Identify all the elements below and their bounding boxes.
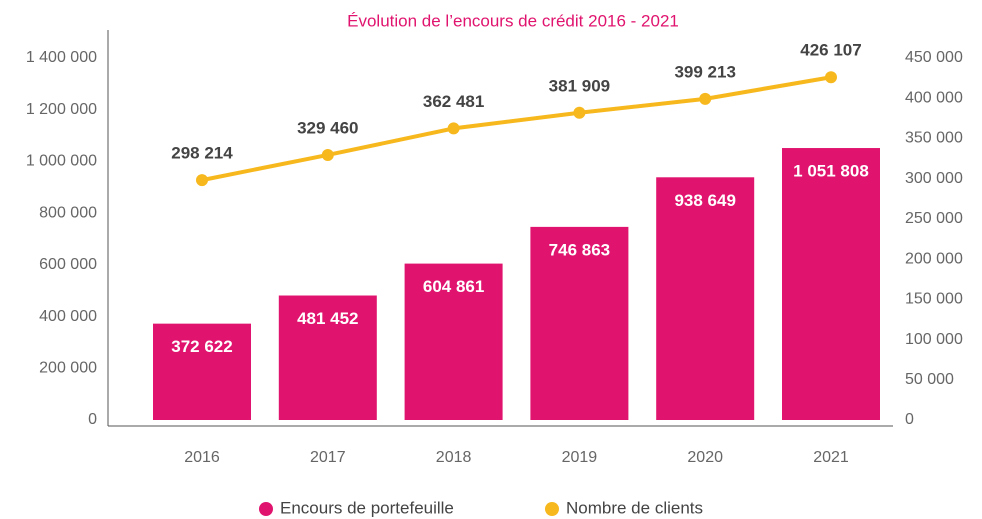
y2-tick-label: 350 000 bbox=[905, 130, 963, 147]
bar-label: 372 622 bbox=[171, 337, 232, 356]
line-label: 381 909 bbox=[549, 76, 610, 95]
x-tick-label: 2016 bbox=[184, 449, 220, 466]
y2-tick-label: 250 000 bbox=[905, 210, 963, 227]
y2-tick-label: 50 000 bbox=[905, 371, 954, 388]
bar-label: 938 649 bbox=[674, 191, 735, 210]
y2-tick-label: 100 000 bbox=[905, 331, 963, 348]
x-tick-label: 2020 bbox=[687, 449, 723, 466]
y-tick-label: 0 bbox=[88, 411, 97, 428]
x-tick-label: 2021 bbox=[813, 449, 849, 466]
line-point bbox=[321, 148, 334, 161]
line-label: 426 107 bbox=[800, 41, 861, 60]
line-label: 362 481 bbox=[423, 92, 484, 111]
y-tick-label: 200 000 bbox=[39, 360, 97, 377]
y-tick-label: 1 000 000 bbox=[26, 153, 97, 170]
line-label: 298 214 bbox=[171, 144, 233, 163]
bar-label: 1 051 808 bbox=[793, 162, 869, 181]
bar bbox=[656, 177, 755, 420]
line bbox=[201, 75, 832, 183]
line-label: 329 460 bbox=[297, 118, 358, 137]
y2-tick-label: 450 000 bbox=[905, 49, 963, 66]
y2-tick-label: 400 000 bbox=[905, 89, 963, 106]
line-label: 399 213 bbox=[674, 62, 735, 81]
line-point bbox=[196, 174, 208, 187]
y2-tick-label: 300 000 bbox=[905, 170, 963, 187]
x-tick-label: 2018 bbox=[436, 449, 472, 466]
legend-label: Nombre de clients bbox=[566, 498, 703, 517]
chart-title: Évolution de l’encours de crédit 2016 - … bbox=[347, 11, 679, 30]
y-tick-label: 1 200 000 bbox=[26, 101, 97, 118]
y-tick-label: 400 000 bbox=[39, 308, 97, 325]
bar-label: 746 863 bbox=[549, 240, 610, 259]
y-tick-label: 800 000 bbox=[39, 204, 97, 221]
bar-label: 481 452 bbox=[297, 309, 358, 328]
x-tick-label: 2019 bbox=[562, 449, 598, 466]
x-tick-label: 2017 bbox=[310, 449, 346, 466]
bar bbox=[278, 295, 377, 420]
bar bbox=[782, 148, 880, 420]
y2-tick-label: 150 000 bbox=[905, 291, 963, 308]
bar-label: 604 861 bbox=[423, 277, 484, 296]
line-point bbox=[573, 106, 586, 119]
line-point bbox=[825, 71, 837, 84]
line-point bbox=[447, 122, 460, 135]
bar bbox=[153, 323, 251, 420]
legend-label: Encours de portefeuille bbox=[280, 498, 454, 517]
bar bbox=[530, 226, 629, 420]
y2-tick-label: 0 bbox=[905, 411, 914, 428]
legend-swatch bbox=[259, 502, 273, 516]
bar bbox=[404, 263, 503, 420]
y-tick-label: 600 000 bbox=[39, 256, 97, 273]
line-point bbox=[699, 92, 712, 105]
y-tick-label: 1 400 000 bbox=[26, 49, 97, 66]
y2-tick-label: 200 000 bbox=[905, 250, 963, 267]
legend-swatch bbox=[545, 502, 559, 516]
